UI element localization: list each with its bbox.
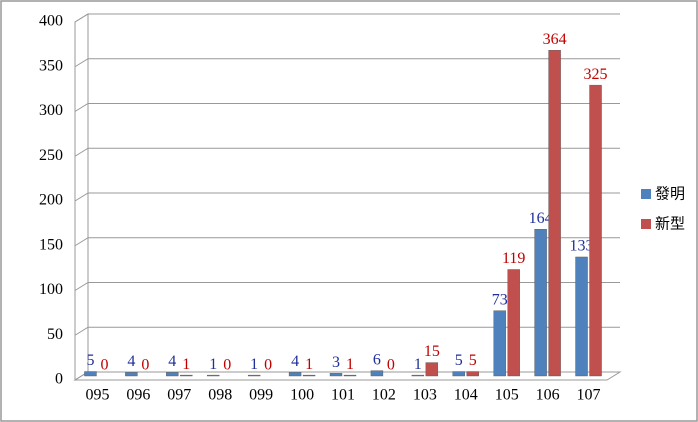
x-tick-label: 102: [372, 387, 396, 404]
x-tick-label: 105: [495, 387, 519, 404]
data-label: 3: [332, 354, 340, 371]
bar: [166, 372, 179, 377]
grid-line: [74, 282, 620, 291]
data-label: 5: [86, 352, 94, 369]
y-tick-label: 250: [39, 147, 63, 164]
x-tick-label: 100: [290, 387, 314, 404]
y-tick-label: 200: [39, 192, 63, 209]
bar: [411, 374, 425, 377]
x-tick-label: 101: [331, 387, 355, 404]
bar: [507, 269, 520, 377]
bar: [302, 374, 316, 377]
data-label: 15: [424, 343, 440, 360]
grid-line: [74, 237, 620, 247]
grid-line: [74, 13, 620, 23]
data-label: 4: [127, 353, 135, 370]
data-label: 73: [492, 291, 508, 308]
grid-line: [74, 192, 620, 202]
bar: [452, 371, 465, 377]
bar: [125, 372, 138, 377]
x-tick-label: 107: [577, 387, 601, 404]
y-tick-label: 0: [55, 371, 63, 388]
x-tick-label: 106: [536, 387, 560, 404]
bar: [534, 229, 547, 377]
x-tick-label: 104: [454, 387, 478, 404]
grid-line: [74, 58, 620, 68]
data-label: 1: [182, 356, 190, 373]
y-tick-label: 100: [39, 281, 63, 298]
bar: [493, 310, 506, 377]
bar: [425, 362, 439, 377]
bar: [207, 374, 220, 377]
x-tick-label: 099: [249, 387, 273, 404]
x-tick-label: 096: [126, 387, 150, 404]
data-label: 4: [291, 353, 299, 370]
x-tick-label: 095: [85, 387, 109, 404]
data-label: 119: [502, 250, 525, 267]
y-tick-label: 400: [39, 13, 63, 30]
data-label: 6: [373, 351, 381, 368]
y-tick-label: 300: [39, 102, 63, 119]
bar: [589, 84, 602, 377]
y-tick-label: 50: [47, 326, 63, 343]
legend-label: 新型: [655, 215, 685, 233]
bar: [329, 373, 343, 377]
grid-line: [74, 147, 620, 157]
bar: [180, 374, 193, 377]
data-label: 325: [584, 66, 608, 83]
bar: [288, 372, 302, 377]
bar: [575, 256, 588, 377]
data-label: 1: [209, 356, 217, 373]
data-label: 0: [264, 357, 272, 374]
bar: [370, 370, 384, 377]
x-tick-label: 097: [167, 387, 191, 404]
bar: [247, 374, 261, 377]
data-label: 133: [570, 238, 594, 255]
x-tick-label: 098: [208, 387, 232, 404]
data-label: 0: [100, 357, 108, 374]
data-label: 1: [250, 356, 258, 373]
x-tick-label: 103: [413, 387, 437, 404]
data-label: 4: [168, 353, 176, 370]
y-tick-label: 150: [39, 236, 63, 253]
y-tick-label: 350: [39, 57, 63, 74]
data-label: 1: [414, 356, 422, 373]
bar: [548, 50, 561, 377]
data-label: 5: [455, 352, 463, 369]
data-label: 0: [141, 357, 149, 374]
legend-label: 發明: [655, 185, 685, 203]
data-label: 0: [223, 357, 231, 374]
grid-line: [74, 103, 620, 112]
data-label: 1: [305, 356, 313, 373]
bar: [466, 371, 479, 377]
legend-swatch: [641, 219, 651, 229]
data-label: 164: [529, 210, 553, 227]
bar: [343, 374, 357, 377]
data-label: 1: [346, 356, 354, 373]
legend-swatch: [641, 189, 651, 199]
data-label: 5: [469, 352, 477, 369]
bar: [84, 371, 97, 377]
grid-line: [74, 326, 620, 336]
data-label: 364: [543, 31, 567, 48]
data-label: 0: [387, 357, 395, 374]
